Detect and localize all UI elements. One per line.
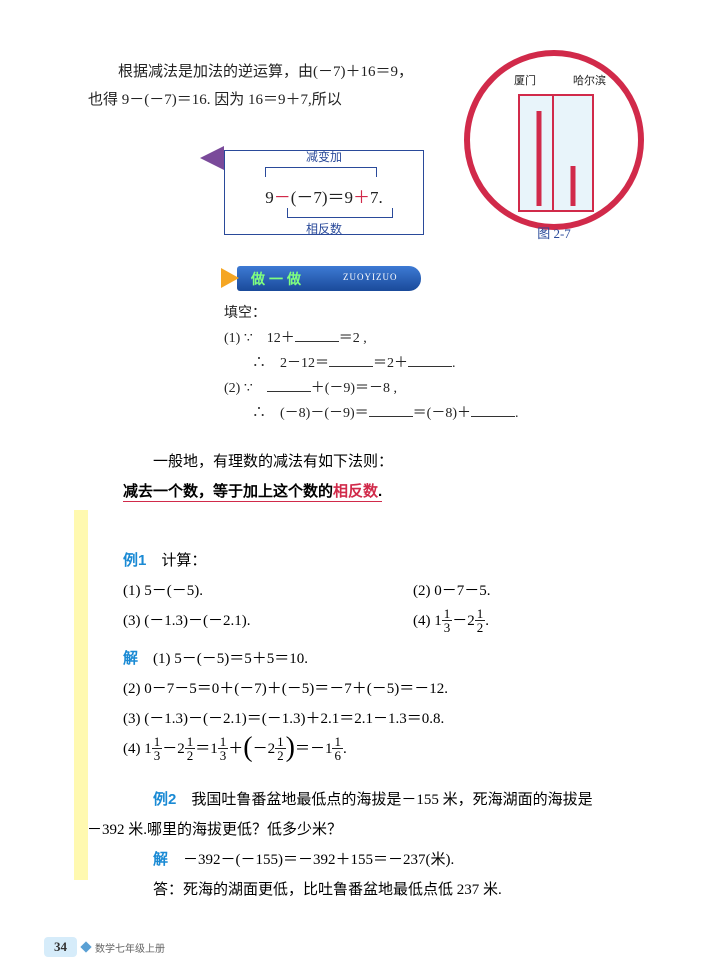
thermometer-figure: 厦门 哈尔滨 图 2-7 bbox=[454, 50, 654, 240]
ex2-sol1: 解 －392－(－155)＝－392＋155＝－237(米). bbox=[123, 845, 663, 875]
eq-bracket-top bbox=[265, 167, 377, 177]
rule-red: 相反数 bbox=[333, 483, 378, 500]
intro-line1: 根据减法是加法的逆运算，由(－7)＋16＝9， bbox=[88, 58, 448, 86]
eq-p2: (－7)＝9 bbox=[291, 188, 353, 207]
ex1-sol4: (4) 113－212＝113＋(－212)＝－116. bbox=[123, 734, 663, 765]
example1-header: 例1 计算： bbox=[123, 546, 663, 576]
eq-bracket-bottom bbox=[287, 208, 393, 218]
ex1-row2: (3) (－1.3)－(－2.1). (4) 113－212. bbox=[123, 606, 663, 636]
thermo-label-xiamen: 厦门 bbox=[514, 72, 536, 88]
thermo-tube-1 bbox=[537, 111, 542, 206]
eq-plus: ＋ bbox=[353, 188, 370, 207]
ex1-title: 计算： bbox=[161, 553, 206, 569]
rule-pre: 减去一个数，等于加上这个数的 bbox=[123, 483, 333, 500]
banner-subtitle: ZUOYIZUO bbox=[343, 272, 398, 282]
fill-blank-section: 填空： (1) ∵ 12＋＝2 , ∴ 2－12＝＝2＋. (2) ∵ ＋(－9… bbox=[224, 302, 518, 426]
figure-ring bbox=[464, 50, 644, 230]
fill-title: 填空： bbox=[224, 302, 518, 326]
thermo-label-harbin: 哈尔滨 bbox=[573, 72, 606, 88]
example2-header: 例2 我国吐鲁番盆地最低点的海拔是－155 米，死海湖面的海拔是 bbox=[123, 785, 663, 815]
eq-p1: 9 bbox=[265, 188, 274, 207]
fill-q2-l1: (2) ∵ ＋(－9)＝－8 , bbox=[224, 376, 518, 401]
ex2-label: 例2 bbox=[153, 791, 176, 808]
fill-q2-l2: ∴ (－8)－(－9)＝＝(－8)＋. bbox=[224, 401, 518, 426]
equation-callout: 减变加 9－(－7)＝9＋7. 相反数 bbox=[224, 150, 424, 235]
thermometer-harbin bbox=[552, 94, 594, 212]
fill-q1-l1: (1) ∵ 12＋＝2 , bbox=[224, 326, 518, 351]
banner-triangle-icon bbox=[221, 268, 239, 288]
page-number: 34 bbox=[44, 937, 77, 957]
ex1-q3: (3) (－1.3)－(－2.1). bbox=[123, 606, 413, 636]
banner-title: 做一做 bbox=[251, 269, 305, 289]
ex2-q1: 我国吐鲁番盆地最低点的海拔是－155 米，死海湖面的海拔是 bbox=[191, 792, 592, 808]
ex1-label: 例1 bbox=[123, 552, 146, 569]
eq-p3: 7. bbox=[370, 188, 383, 207]
eq-minus: － bbox=[274, 188, 291, 207]
eq-bottom-label: 相反数 bbox=[225, 220, 423, 237]
fill-q1-l2: ∴ 2－12＝＝2＋. bbox=[224, 351, 518, 376]
rule-statement: 减去一个数，等于加上这个数的相反数. bbox=[123, 477, 393, 507]
ex2-sol2: 答：死海的湖面更低，比吐鲁番盆地最低点低 237 米. bbox=[123, 875, 663, 905]
examples-section: 例1 计算： (1) 5－(－5). (2) 0－7－5. (3) (－1.3)… bbox=[123, 546, 663, 905]
highlight-stripe bbox=[74, 510, 88, 880]
zuoyizuo-banner: 做一做 ZUOYIZUO bbox=[221, 266, 421, 291]
rule-section: 一般地，有理数的减法有如下法则： 减去一个数，等于加上这个数的相反数. bbox=[123, 447, 393, 507]
rule-post: . bbox=[378, 483, 382, 502]
ex1-row1: (1) 5－(－5). (2) 0－7－5. bbox=[123, 576, 663, 606]
ex1-sol2: (2) 0－7－5＝0＋(－7)＋(－5)＝－7＋(－5)＝－12. bbox=[123, 674, 663, 704]
ex1-q4: (4) 113－212. bbox=[413, 606, 489, 636]
ex1-sol3: (3) (－1.3)－(－2.1)＝(－1.3)＋2.1＝2.1－1.3＝0.8… bbox=[123, 704, 663, 734]
page-footer: 34 数学七年级上册 bbox=[44, 937, 165, 957]
ex1-q1: (1) 5－(－5). bbox=[123, 576, 413, 606]
thermo-tube-2 bbox=[571, 166, 576, 206]
ex1-sol1: 解 (1) 5－(－5)＝5＋5＝10. bbox=[123, 644, 663, 674]
figure-caption: 图 2-7 bbox=[454, 223, 654, 242]
rule-intro: 一般地，有理数的减法有如下法则： bbox=[123, 447, 393, 477]
callout-pointer bbox=[200, 146, 224, 170]
footer-label: 数学七年级上册 bbox=[95, 940, 165, 955]
ex2-q2: －392 米.哪里的海拔更低？低多少米？ bbox=[87, 815, 663, 845]
footer-diamond-icon bbox=[80, 941, 91, 952]
equation-text: 9－(－7)＝9＋7. bbox=[225, 183, 423, 208]
ex1-q2: (2) 0－7－5. bbox=[413, 576, 491, 606]
eq-top-label: 减变加 bbox=[225, 148, 423, 165]
